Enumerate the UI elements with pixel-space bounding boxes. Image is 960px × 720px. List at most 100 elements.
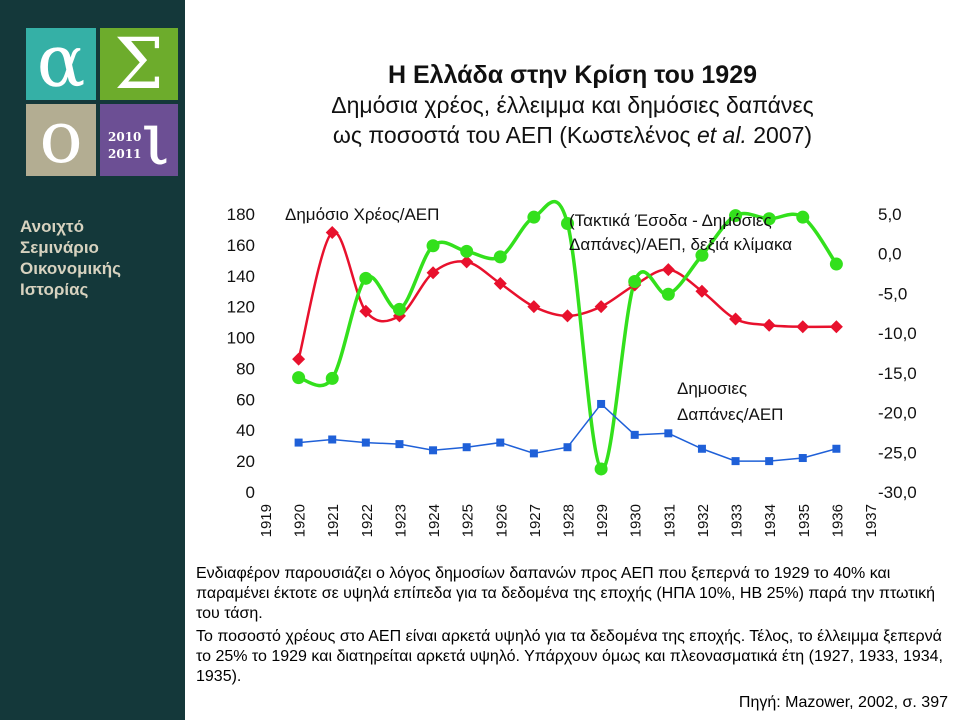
x-axis-tick-label: 1924 (426, 504, 443, 537)
left-axis-tick-label: 80 (236, 359, 255, 378)
right-axis-ticks: 5,0 0,0 -5,0 -10,0 -15,0 -20,0 -25,0 -30,0 (878, 205, 917, 502)
left-axis-tick-label: 40 (236, 421, 255, 440)
debt-point (661, 263, 675, 277)
balance-point (594, 462, 608, 476)
x-axis-tick-label: 1928 (561, 504, 578, 537)
debt-point (762, 318, 776, 332)
seminar-name-line: Σεμινάριο (20, 238, 99, 257)
debt-point (796, 320, 810, 334)
logo-year-end: 2011 (108, 147, 141, 161)
x-axis-tick-label: 1921 (325, 504, 342, 537)
x-axis-tick-label: 1923 (392, 504, 409, 537)
debt-point (561, 309, 574, 323)
x-axis-tick-label: 1931 (661, 504, 678, 537)
left-axis-tick-label: 120 (227, 298, 255, 317)
balance-point (796, 210, 810, 224)
x-axis-tick-label: 1927 (527, 504, 544, 537)
x-axis-tick-label: 1936 (829, 504, 846, 537)
balance-point (829, 257, 843, 271)
x-axis-tick-label: 1932 (695, 504, 712, 537)
seminar-name-line: Ανοιχτό (20, 217, 84, 236)
seminar-logo: α Σ ο ι 2010 2011 (26, 19, 178, 182)
balance-point (561, 217, 574, 231)
spending-point (731, 457, 740, 466)
x-axis-tick-label: 1935 (796, 504, 813, 537)
sidebar: α Σ ο ι 2010 2011 Ανοιχτό Σεμινάριο Οικο… (0, 0, 185, 720)
debt-point (695, 284, 709, 298)
spending-point (664, 429, 673, 438)
logo-letter-iota: ι (141, 96, 170, 182)
debt-point (359, 304, 373, 318)
left-axis-tick-label: 60 (236, 390, 255, 409)
source-citation: Πηγή: Mazower, 2002, σ. 397 (738, 694, 948, 711)
debt-point (292, 352, 306, 366)
spending-point (328, 435, 337, 444)
x-axis-tick-label: 1934 (762, 504, 779, 537)
balance-series-label-line1: (Τακτικά Έσοδα - Δημόσιες (569, 211, 772, 230)
right-axis-tick-label: 0,0 (878, 245, 902, 264)
spending-point (462, 443, 471, 452)
right-axis-tick-label: -5,0 (878, 284, 907, 303)
left-axis-tick-label: 140 (227, 267, 255, 286)
balance-point (661, 287, 675, 301)
spending-point (832, 444, 841, 453)
spending-point (798, 454, 807, 463)
debt-point (829, 320, 843, 334)
note-paragraph-2: Το ποσοστό χρέους στο ΑΕΠ είναι αρκετά υ… (196, 628, 943, 685)
balance-point (359, 271, 373, 285)
logo-letter-omicron: ο (39, 95, 82, 179)
x-axis-tick-label: 1920 (292, 504, 309, 537)
balance-point (325, 371, 339, 385)
seminar-name-line: Ιστορίας (20, 280, 89, 299)
notes: Ενδιαφέρον παρουσιάζει ο λόγος δημοσίων … (196, 564, 948, 690)
balance-point (292, 371, 306, 385)
subtitle-italic: et al. (696, 122, 747, 148)
x-axis-tick-label: 1922 (359, 504, 376, 537)
spending-point (496, 438, 505, 447)
left-axis-ticks: 180 160 140 120 100 80 60 40 20 0 (227, 205, 255, 502)
debt-point (729, 312, 743, 326)
balance-point (493, 250, 507, 264)
x-axis-tick-label: 1919 (258, 504, 275, 537)
right-axis-tick-label: -30,0 (878, 483, 917, 502)
x-axis-tick-label: 1937 (863, 504, 880, 537)
balance-point (392, 302, 406, 316)
spending-point (294, 438, 303, 447)
left-axis-tick-label: 160 (227, 236, 255, 255)
note-paragraph-1: Ενδιαφέρον παρουσιάζει ο λόγος δημοσίων … (196, 565, 936, 622)
right-axis-tick-label: -15,0 (878, 364, 917, 383)
debt-point (426, 266, 440, 280)
spending-point (395, 440, 404, 449)
series-points (292, 209, 843, 476)
spending-point (597, 399, 606, 408)
x-axis-tick-label: 1925 (460, 504, 477, 537)
fiscal-chart: 180 160 140 120 100 80 60 40 20 0 5,0 0,0 -5,0 -10,0… (227, 199, 917, 537)
x-axis-tick-label: 1926 (493, 504, 510, 537)
debt-series-label: Δημόσιο Χρέος/ΑΕΠ (285, 205, 439, 224)
balance-point (695, 248, 709, 262)
page-title: Η Ελλάδα στην Κρίση του 1929 (387, 61, 758, 89)
logo-year-start: 2010 (108, 130, 141, 144)
balance-point (762, 212, 776, 226)
right-axis-tick-label: 5,0 (878, 205, 902, 224)
subtitle-prefix: ως ποσοστά του ΑΕΠ (Κωστελένος (332, 122, 697, 148)
left-axis-tick-label: 0 (246, 483, 255, 502)
balance-point (729, 209, 743, 223)
spending-point (765, 457, 774, 466)
spending-point (529, 449, 538, 458)
right-axis-tick-label: -25,0 (878, 443, 917, 462)
debt-point (325, 226, 339, 240)
left-axis-tick-label: 180 (227, 205, 255, 224)
spending-point (563, 443, 572, 452)
x-axis-tick-label: 1929 (594, 504, 611, 537)
slide-title: Η Ελλάδα στην Κρίση του 1929 Δημόσια χρέ… (185, 60, 960, 150)
page-subtitle-line2: ως ποσοστά του ΑΕΠ (Κωστελένος et al. 20… (185, 120, 960, 150)
debt-point (594, 300, 608, 314)
spending-point (630, 430, 639, 439)
balance-point (527, 210, 541, 224)
left-axis-tick-label: 20 (236, 452, 255, 471)
logo-letter-sigma: Σ (114, 23, 164, 105)
spending-point (361, 438, 370, 447)
right-axis-tick-label: -20,0 (878, 404, 917, 423)
x-axis-tick-label: 1933 (729, 504, 746, 537)
